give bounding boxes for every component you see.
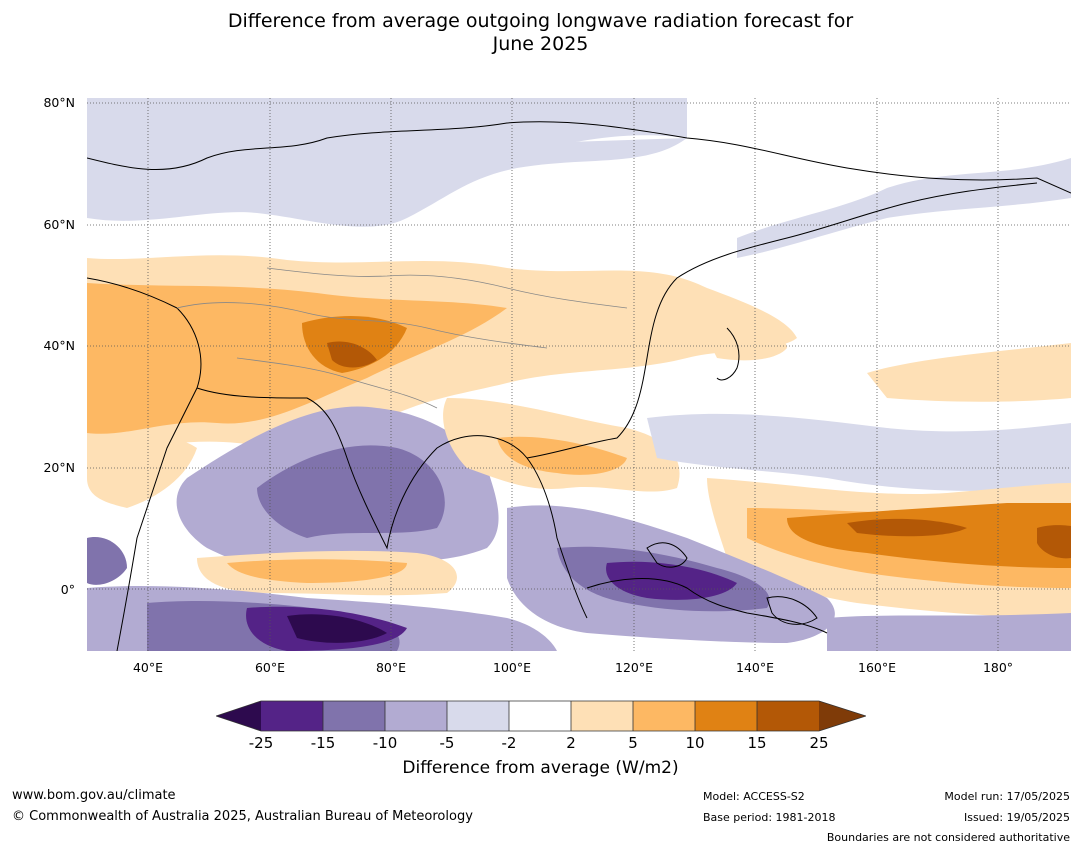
base-period: Base period: 1981-2018 — [703, 811, 836, 824]
colorbar-segment-4 — [447, 701, 509, 731]
colorbar-tick-5: -2 — [501, 734, 517, 752]
country-boundaries — [176, 267, 628, 409]
siberia-negative-region — [87, 138, 687, 227]
colorbar-tick-9: 15 — [747, 734, 767, 752]
southern-indian-ocean-extreme-negative — [287, 614, 387, 643]
southwest-pacific-negative — [827, 613, 1071, 651]
title-line-1: Difference from average outgoing longwav… — [227, 10, 854, 32]
coastlines — [87, 121, 1071, 651]
graticule — [87, 98, 1071, 651]
east-pacific-very-strong-positive — [1037, 525, 1071, 559]
central-asia-positive — [87, 283, 507, 434]
website-link[interactable]: www.bom.gov.au/climate — [12, 788, 176, 803]
maritime-continent-very-strong-negative — [606, 561, 737, 600]
north-pacific-positive — [867, 343, 1071, 402]
east-africa-negative — [87, 537, 127, 585]
lon-label-100e: 100°E — [492, 660, 532, 675]
colorbar-tick-10: 25 — [809, 734, 829, 752]
colorbar-tick-3: -10 — [372, 734, 398, 752]
lon-label-140e: 140°E — [735, 660, 775, 675]
colorbar-tick-6: 2 — [566, 734, 576, 752]
colorbar-segment-5 — [509, 701, 571, 731]
lat-label-20n: 20°N — [43, 460, 75, 475]
colorbar-tick-1: -25 — [248, 734, 274, 752]
tibet-very-strong-positive — [327, 341, 377, 368]
colorbar-segment-3 — [385, 701, 447, 731]
lat-label-80n: 80°N — [43, 95, 75, 110]
india-strong-negative — [257, 445, 445, 538]
boundaries-disclaimer: Boundaries are not considered authoritat… — [826, 831, 1070, 844]
lon-label-80e: 80°E — [375, 660, 407, 675]
south-china-moderate-positive — [497, 436, 627, 475]
japan-positive — [707, 332, 787, 361]
map-canvas — [87, 98, 1071, 651]
colorbar — [216, 700, 866, 732]
east-siberia-negative-region — [737, 158, 1071, 258]
arctic-negative-region — [87, 98, 687, 173]
title-line-2: June 2025 — [492, 33, 589, 55]
colorbar-segment-7 — [633, 701, 695, 731]
lon-label-120e: 120°E — [614, 660, 654, 675]
lon-label-160e: 160°E — [857, 660, 897, 675]
colorbar-segment-1 — [261, 701, 323, 731]
model-name: Model: ACCESS-S2 — [703, 790, 805, 803]
colorbar-max-extension — [819, 701, 866, 731]
colorbar-segment-9 — [757, 701, 819, 731]
copyright-notice: © Commonwealth of Australia 2025, Austra… — [12, 809, 473, 824]
lon-label-180: 180° — [982, 660, 1014, 675]
colorbar-segment-2 — [323, 701, 385, 731]
arabia-positive — [87, 437, 197, 508]
colorbar-label: Difference from average (W/m2) — [402, 758, 679, 778]
map-title: Difference from average outgoing longwav… — [0, 10, 1081, 56]
colorbar-outline — [216, 700, 866, 732]
pacific-very-strong-positive — [847, 518, 967, 537]
colorbar-tick-8: 10 — [685, 734, 705, 752]
colorbar-min-extension — [216, 701, 261, 731]
lon-label-60e: 60°E — [254, 660, 286, 675]
model-run-date: Model run: 17/05/2025 — [944, 790, 1070, 803]
colorbar-segment-6 — [571, 701, 633, 731]
colorbar-tick-2: -15 — [310, 734, 336, 752]
equatorial-indian-ocean-strong-positive — [227, 559, 407, 583]
colorbar-tick-4: -5 — [439, 734, 455, 752]
colorbar-tick-7: 5 — [628, 734, 638, 752]
west-pacific-negative — [647, 413, 1071, 491]
lon-label-40e: 40°E — [132, 660, 164, 675]
lat-label-60n: 60°N — [43, 217, 75, 232]
lat-label-0: 0° — [60, 582, 75, 597]
colorbar-segment-8 — [695, 701, 757, 731]
lat-label-40n: 40°N — [43, 338, 75, 353]
issued-date: Issued: 19/05/2025 — [963, 811, 1070, 824]
olr-anomaly-map — [86, 97, 1072, 652]
